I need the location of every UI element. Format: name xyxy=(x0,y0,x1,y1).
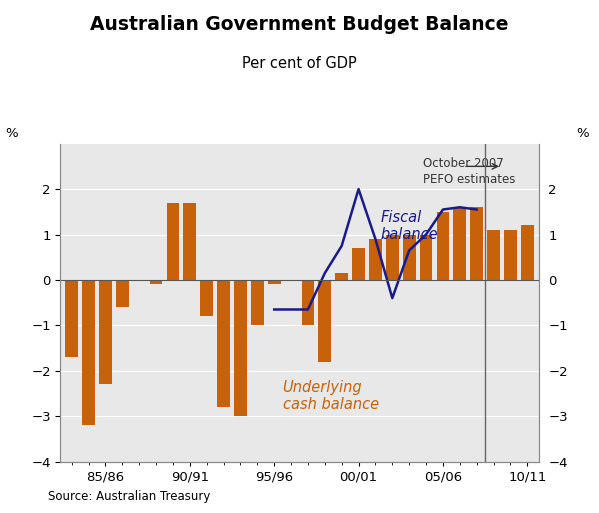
Bar xyxy=(65,280,78,357)
Text: October 2007
PEFO estimates: October 2007 PEFO estimates xyxy=(423,157,515,186)
Bar xyxy=(234,280,247,416)
Bar xyxy=(352,248,365,280)
Bar xyxy=(420,234,432,280)
Bar xyxy=(487,230,500,280)
Bar xyxy=(302,280,314,325)
Bar xyxy=(99,280,112,384)
Bar xyxy=(167,203,179,280)
Bar xyxy=(319,280,331,362)
Bar xyxy=(183,203,196,280)
Bar xyxy=(470,207,483,280)
Bar xyxy=(453,207,466,280)
Text: Fiscal
balance: Fiscal balance xyxy=(380,209,438,242)
Bar xyxy=(217,280,230,407)
Bar xyxy=(369,239,382,280)
Text: %: % xyxy=(5,127,19,141)
Text: Underlying
cash balance: Underlying cash balance xyxy=(283,380,379,412)
Bar xyxy=(251,280,264,325)
Bar xyxy=(82,280,95,425)
Bar xyxy=(335,273,348,280)
Text: %: % xyxy=(576,127,589,141)
Bar xyxy=(268,280,280,285)
Text: Australian Government Budget Balance: Australian Government Budget Balance xyxy=(90,15,509,34)
Bar xyxy=(437,212,449,280)
Bar xyxy=(504,230,517,280)
Text: Per cent of GDP: Per cent of GDP xyxy=(242,56,357,71)
Bar xyxy=(521,225,534,280)
Bar xyxy=(201,280,213,317)
Bar xyxy=(150,280,162,285)
Bar xyxy=(116,280,129,307)
Text: Source: Australian Treasury: Source: Australian Treasury xyxy=(48,490,210,503)
Bar xyxy=(403,234,416,280)
Bar xyxy=(386,234,398,280)
